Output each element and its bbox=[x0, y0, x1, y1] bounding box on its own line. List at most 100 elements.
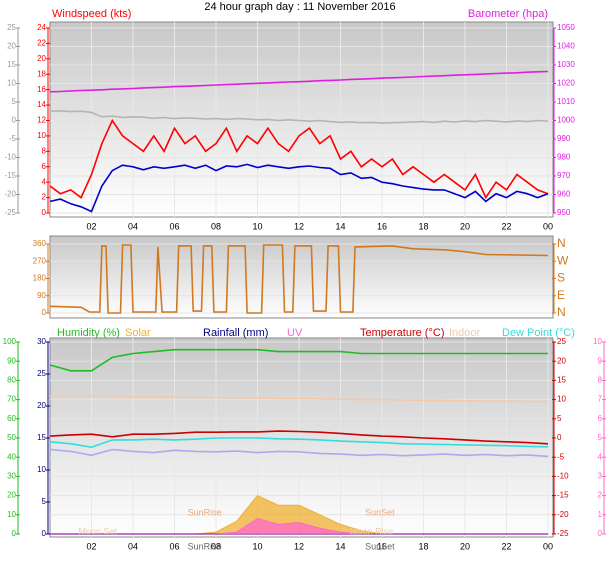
y-tick-label: 10 bbox=[557, 395, 566, 404]
axis-label: Windspeed (kts) bbox=[52, 8, 131, 20]
y-tick-label: 80 bbox=[7, 376, 16, 385]
annotation: Moon Rise bbox=[350, 526, 393, 536]
legend-entry: Temperature (°C) bbox=[360, 327, 444, 339]
chart-title: 24 hour graph day : 11 November 2016 bbox=[204, 1, 395, 13]
x-tick-label: 14 bbox=[335, 541, 345, 551]
legend-entry: UV bbox=[287, 327, 303, 339]
series-line bbox=[49, 437, 549, 449]
y-tick-label: 2 bbox=[42, 193, 47, 202]
annotation: Moon Set bbox=[78, 526, 117, 536]
y-tick-label: 22 bbox=[37, 39, 46, 48]
y-tick-label: -25 bbox=[4, 208, 16, 217]
y-tick-label: 0 bbox=[42, 208, 47, 217]
y-tick-label: 90 bbox=[7, 356, 16, 365]
y-tick-label: 960 bbox=[557, 190, 571, 199]
y-tick-label: S bbox=[557, 271, 565, 285]
y-tick-label: 8 bbox=[598, 376, 603, 385]
y-tick-label: -20 bbox=[557, 510, 569, 519]
x-tick-label: 08 bbox=[211, 221, 221, 231]
y-tick-label: 1010 bbox=[557, 97, 575, 106]
y-tick-label: 5 bbox=[12, 97, 17, 106]
x-tick-label: 12 bbox=[294, 541, 304, 551]
y-tick-label: 8 bbox=[42, 146, 47, 155]
y-tick-label: N bbox=[557, 236, 566, 250]
y-tick-label: 10 bbox=[7, 510, 16, 519]
y-tick-label: E bbox=[557, 288, 565, 302]
series-line bbox=[49, 348, 548, 372]
y-tick-label: 1030 bbox=[557, 60, 575, 69]
y-tick-label: 40 bbox=[7, 452, 16, 461]
x-tick-label: 06 bbox=[169, 221, 179, 231]
x-tick-label: 18 bbox=[418, 221, 428, 231]
x-tick-label: 20 bbox=[460, 541, 470, 551]
x-tick-label: 20 bbox=[460, 221, 470, 231]
y-tick-label: 20 bbox=[7, 491, 16, 500]
y-tick-label: 20 bbox=[7, 42, 16, 51]
y-tick-label: 1020 bbox=[557, 79, 575, 88]
series-line bbox=[49, 448, 549, 458]
y-tick-label: 30 bbox=[7, 472, 16, 481]
y-tick-label: 15 bbox=[7, 60, 16, 69]
series-line bbox=[50, 395, 548, 403]
y-tick-label: 0 bbox=[12, 529, 17, 538]
plot-background bbox=[49, 21, 554, 218]
y-tick-label: 18 bbox=[37, 69, 46, 78]
y-tick-label: 25 bbox=[557, 337, 566, 346]
annotation: SunRise bbox=[188, 507, 222, 517]
y-tick-label: 1050 bbox=[557, 23, 575, 32]
y-tick-label: 180 bbox=[33, 274, 47, 283]
y-tick-label: 100 bbox=[3, 337, 17, 346]
y-tick-label: 270 bbox=[33, 256, 47, 265]
x-tick-label: 08 bbox=[211, 541, 221, 551]
y-tick-label: 1 bbox=[598, 510, 603, 519]
x-tick-label: 02 bbox=[86, 221, 96, 231]
x-tick-label: 02 bbox=[86, 541, 96, 551]
y-tick-label: 10 bbox=[593, 337, 602, 346]
y-tick-label: 7 bbox=[598, 395, 603, 404]
y-tick-label: 1040 bbox=[557, 42, 575, 51]
y-tick-label: 24 bbox=[37, 23, 46, 32]
y-tick-label: 3 bbox=[598, 472, 603, 481]
y-tick-label: 9 bbox=[598, 356, 603, 365]
plot-background bbox=[49, 235, 554, 319]
y-tick-label: 950 bbox=[557, 208, 571, 217]
x-tick-label: 00 bbox=[543, 221, 553, 231]
y-tick-label: W bbox=[557, 253, 569, 267]
y-tick-label: 70 bbox=[7, 395, 16, 404]
y-tick-label: 25 bbox=[7, 23, 16, 32]
y-tick-label: 10 bbox=[37, 465, 46, 474]
y-tick-label: 6 bbox=[42, 162, 47, 171]
y-tick-label: 10 bbox=[7, 79, 16, 88]
annotation: SunSet bbox=[365, 507, 395, 517]
axis-label: Barometer (hpa) bbox=[468, 8, 548, 20]
y-tick-label: -15 bbox=[4, 171, 16, 180]
y-tick-label: -10 bbox=[4, 153, 16, 162]
y-tick-label: 60 bbox=[7, 414, 16, 423]
legend-entry: Humidity (%) bbox=[57, 327, 120, 339]
y-tick-label: 5 bbox=[557, 414, 562, 423]
y-tick-label: N bbox=[557, 305, 566, 319]
y-tick-label: -20 bbox=[4, 190, 16, 199]
x-tick-label: 10 bbox=[252, 221, 262, 231]
x-tick-label: 18 bbox=[418, 541, 428, 551]
legend-entry: Rainfall (mm) bbox=[203, 327, 268, 339]
y-tick-label: 16 bbox=[37, 85, 46, 94]
x-tick-label: 04 bbox=[128, 541, 138, 551]
y-tick-label: 4 bbox=[42, 177, 47, 186]
series-line bbox=[49, 118, 549, 200]
x-tick-label: 00 bbox=[543, 541, 553, 551]
x-tick-label: 22 bbox=[501, 541, 511, 551]
y-tick-label: 6 bbox=[598, 414, 603, 423]
x-tick-label: 14 bbox=[335, 221, 345, 231]
y-tick-label: 50 bbox=[7, 433, 16, 442]
y-tick-label: 20 bbox=[37, 54, 46, 63]
y-tick-label: 15 bbox=[557, 376, 566, 385]
x-tick-label: 16 bbox=[377, 221, 387, 231]
series-line bbox=[49, 163, 549, 213]
y-tick-label: 0 bbox=[598, 529, 603, 538]
x-tick-label: 04 bbox=[128, 221, 138, 231]
y-tick-label: 1000 bbox=[557, 116, 575, 125]
y-tick-label: -15 bbox=[557, 491, 569, 500]
y-tick-label: 360 bbox=[33, 239, 47, 248]
